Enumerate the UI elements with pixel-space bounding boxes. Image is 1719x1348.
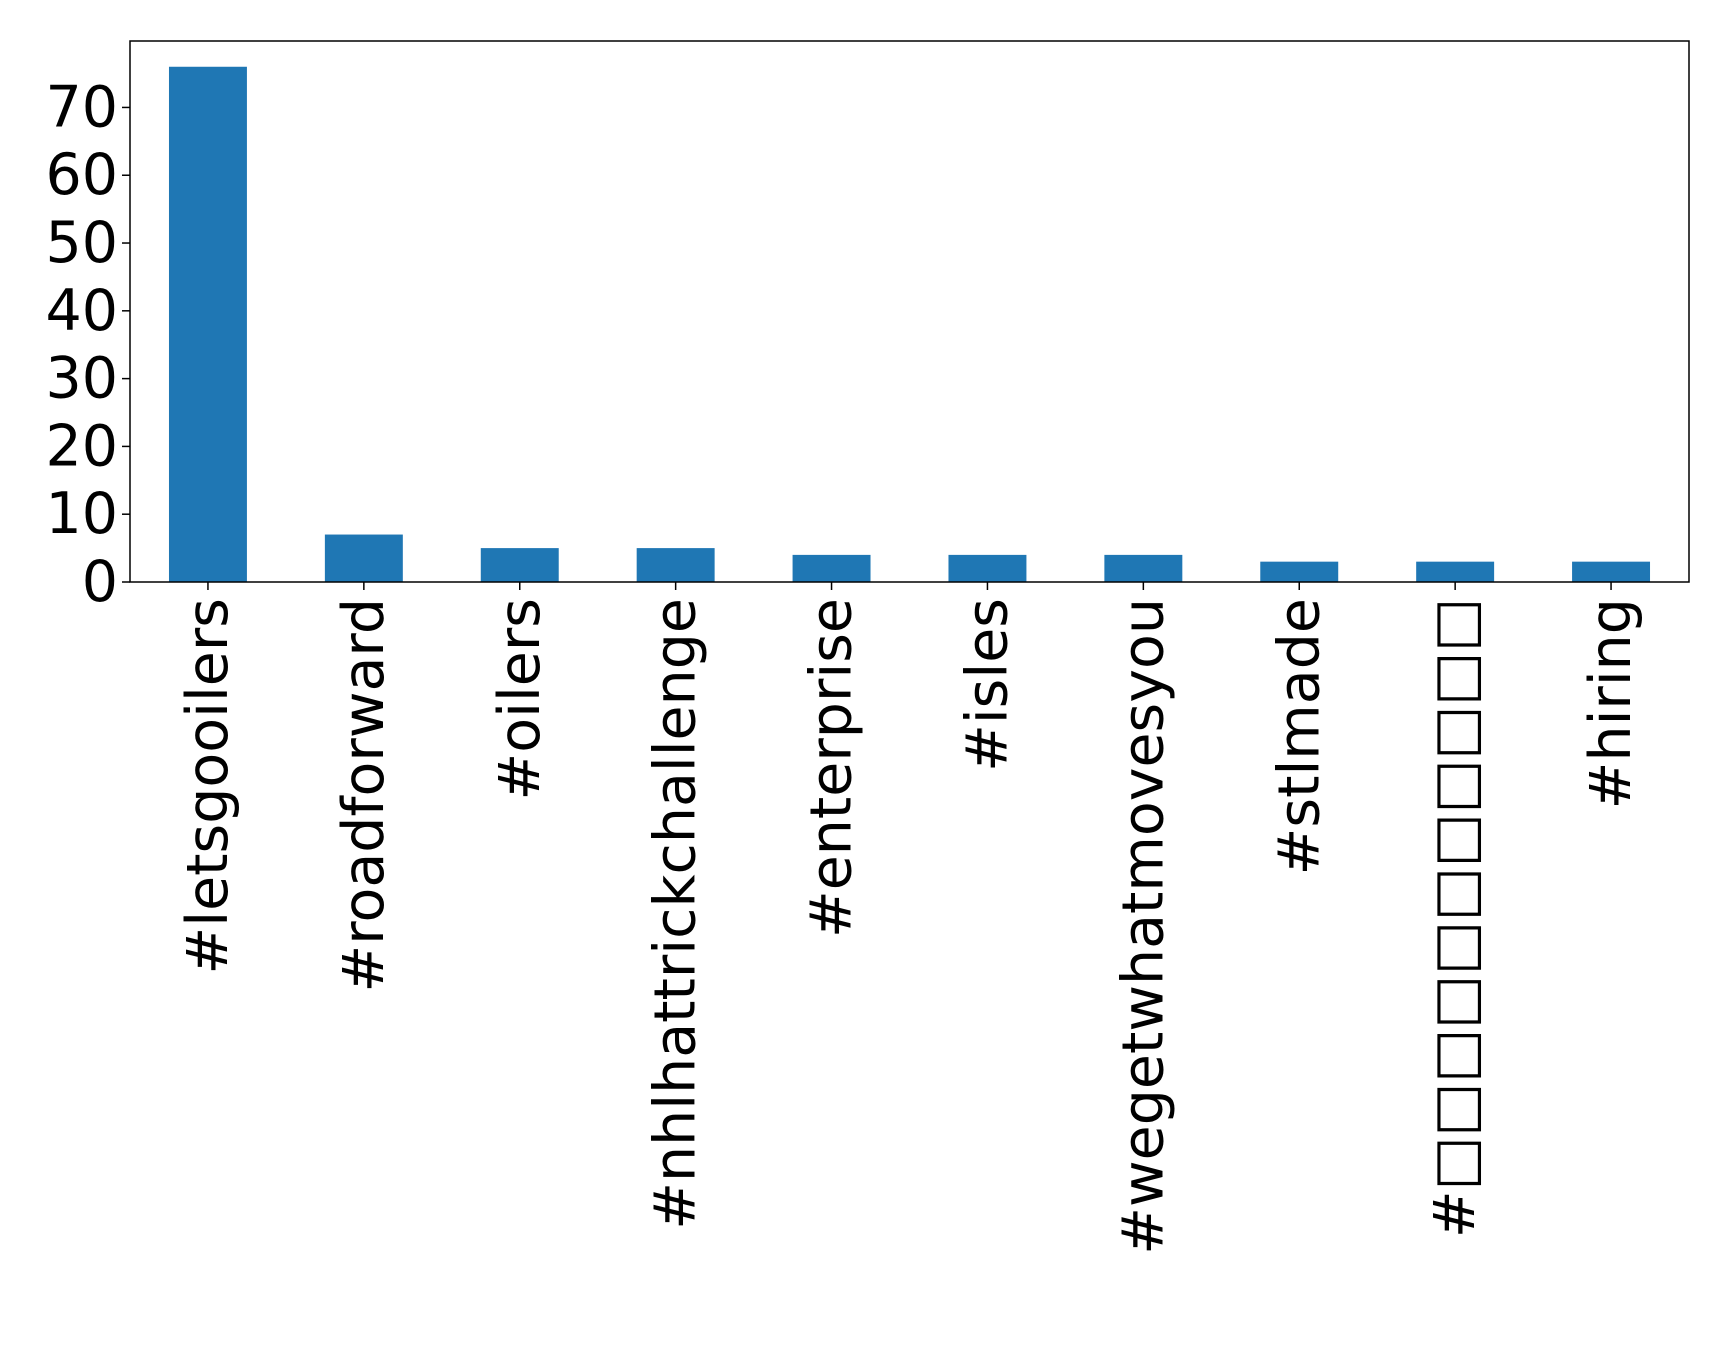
- y-tick-label: 70: [45, 74, 118, 140]
- y-tick-label: 60: [45, 142, 118, 208]
- bar-5: [948, 554, 1027, 582]
- bars-layer: [168, 66, 1651, 582]
- bar-7: [1260, 561, 1339, 582]
- x-category-label: #stlmade: [1266, 598, 1332, 875]
- x-category-label: #nhlhattrickchallenge: [643, 598, 709, 1230]
- bar-2: [480, 548, 559, 582]
- bar-0: [168, 66, 247, 582]
- x-category-label: #enterprise: [799, 598, 865, 938]
- x-category-label: #□□□□□□□□□□□: [1422, 598, 1488, 1238]
- y-tick-label: 50: [45, 210, 118, 276]
- x-category-label: #oilers: [487, 598, 553, 801]
- bar-1: [324, 534, 403, 582]
- y-tick-label: 0: [82, 549, 118, 615]
- y-tick-label: 30: [45, 346, 118, 412]
- x-axis: #letsgooilers #roadforward #oilers #nhlhatt…: [175, 582, 1644, 1255]
- x-category-label: #letsgooilers: [175, 598, 241, 975]
- bar-6: [1104, 554, 1183, 582]
- bar-4: [792, 554, 871, 582]
- bar-9: [1572, 561, 1651, 582]
- x-category-label: #isles: [954, 598, 1020, 772]
- y-tick-label: 10: [45, 481, 118, 547]
- plot-frame: [129, 40, 1690, 583]
- x-category-label: #roadforward: [331, 598, 397, 992]
- y-tick-label: 40: [45, 278, 118, 344]
- y-tick-label: 20: [45, 413, 118, 479]
- x-category-label: #hiring: [1578, 598, 1644, 809]
- bar-3: [636, 548, 715, 582]
- x-category-label: #wegetwhatmovesyou: [1110, 598, 1176, 1255]
- bar-8: [1416, 561, 1495, 582]
